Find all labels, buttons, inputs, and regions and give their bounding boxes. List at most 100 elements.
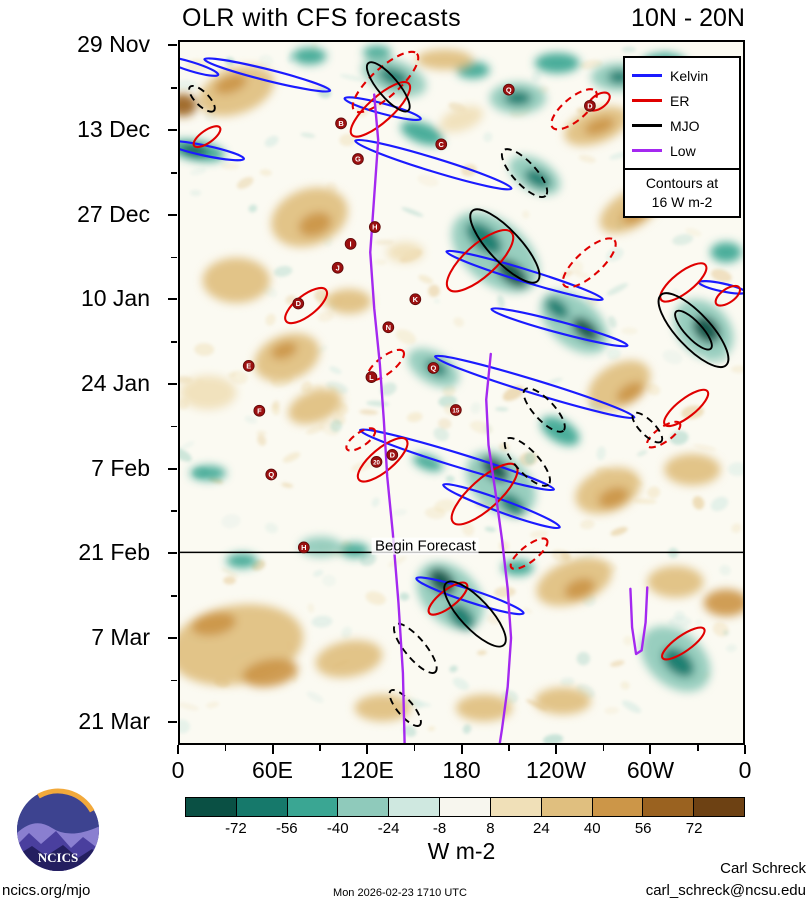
y-tick-major <box>168 721 177 724</box>
svg-text:G: G <box>355 155 361 164</box>
er-wave-contour <box>284 286 329 325</box>
y-tick-minor <box>171 425 177 428</box>
legend-box: Kelvin ER MJO Low <box>623 56 741 170</box>
colorbar-tick-label: 72 <box>685 820 703 837</box>
x-tick-minor <box>224 745 227 751</box>
svg-text:N: N <box>386 323 391 332</box>
y-axis-label: 29 Nov <box>77 30 150 57</box>
page-title: OLR with CFS forecasts <box>182 4 462 32</box>
y-axis-label: 7 Mar <box>91 623 150 650</box>
x-axis-label: 60E <box>252 757 293 783</box>
svg-text:D: D <box>296 299 302 308</box>
contour-note-line2: 16 W m-2 <box>651 194 713 210</box>
y-tick-minor <box>171 510 177 512</box>
colorbar-segment <box>388 798 440 816</box>
y-axis-label: 24 Jan <box>80 369 150 396</box>
x-tick-minor <box>697 745 699 751</box>
er-wave-contour <box>345 427 377 452</box>
low-line-sample <box>632 149 662 152</box>
y-axis-label: 7 Feb <box>91 454 150 481</box>
legend-entry-label: Kelvin <box>670 67 709 84</box>
y-axis-label: 21 Feb <box>78 539 150 566</box>
x-axis-label: 120E <box>340 757 394 783</box>
svg-text:Q: Q <box>431 364 437 373</box>
y-tick-major <box>168 298 177 301</box>
tropical-cyclone-symbol: K <box>409 293 422 306</box>
legend-entry-mjo: MJO <box>632 113 732 138</box>
tropical-cyclone-symbol: J <box>331 261 344 274</box>
mjo-wave-contour <box>469 208 541 284</box>
colorbar-segment <box>439 798 490 816</box>
y-axis-label: 10 Jan <box>80 285 150 312</box>
y-tick-major <box>168 43 177 46</box>
svg-text:L: L <box>369 373 374 382</box>
low-tracks <box>369 93 649 743</box>
kelvin-line-sample <box>632 74 662 77</box>
mjo-line-sample <box>632 124 662 127</box>
tropical-cyclone-symbol: Q <box>427 362 440 374</box>
er-wave-contour <box>659 262 708 303</box>
er-wave-contour <box>445 229 515 293</box>
legend-contour-note: Contours at 16 W m-2 <box>623 170 741 218</box>
svg-text:E: E <box>246 362 251 371</box>
x-tick-major <box>460 745 463 754</box>
mjo-wave-contour <box>388 689 422 727</box>
colorbar-segment <box>693 798 744 816</box>
low-track-line <box>369 93 406 743</box>
colorbar-tick-label: 24 <box>533 820 550 837</box>
svg-text:Q: Q <box>506 85 512 94</box>
kelvin-wave-contour <box>343 96 422 122</box>
er-wave-contour <box>349 81 412 138</box>
legend-entry-low: Low <box>632 138 732 163</box>
svg-text:K: K <box>413 295 419 304</box>
colorbar-tick-label: -24 <box>377 820 400 837</box>
y-tick-minor <box>171 256 177 259</box>
colorbar-segment <box>337 798 389 816</box>
mjo-wave-contour <box>188 84 216 113</box>
tropical-cyclone-symbol: N <box>382 321 395 334</box>
svg-text:B: B <box>338 119 344 128</box>
colorbar-tick-label: 56 <box>634 820 652 837</box>
tropical-cyclone-symbol: D <box>292 297 305 310</box>
tropical-cyclone-symbol: H <box>297 541 310 554</box>
legend-entry-label: Low <box>670 142 696 159</box>
colorbar-segment <box>286 798 338 816</box>
colorbar-segment <box>591 798 643 816</box>
kelvin-wave-contour <box>180 56 220 77</box>
svg-text:J: J <box>336 263 340 272</box>
y-axis-labels: 29 Nov 13 Dec 27 Dec 10 Jan 24 Jan 7 Feb 21 Fe… <box>0 31 158 745</box>
colorbar-tick-label: 8 <box>486 820 495 837</box>
x-tick-minor <box>508 745 510 751</box>
colorbar-segment <box>186 798 236 816</box>
ncics-logo: NCICS <box>16 788 100 872</box>
x-tick-minor <box>413 745 416 751</box>
legend-entry-label: MJO <box>670 117 700 134</box>
svg-text:Q: Q <box>268 470 274 479</box>
colorbar-tick-label: -40 <box>326 820 349 837</box>
tropical-cyclone-symbol: E <box>242 359 255 372</box>
tropical-cyclone-symbol: C <box>435 138 448 151</box>
x-axis-label: 180 <box>442 757 481 783</box>
low-track-line <box>629 586 649 656</box>
footer-author: Carl Schreck <box>720 860 806 877</box>
x-tick-major <box>365 745 368 754</box>
x-tick-minor <box>319 745 321 751</box>
footer-site-url: ncics.org/mjo <box>2 882 91 899</box>
y-tick-minor <box>171 341 177 343</box>
tropical-cyclone-symbol: D <box>584 99 596 112</box>
y-tick-major <box>168 552 177 555</box>
kelvin-wave-contour <box>354 138 513 191</box>
tropical-cyclone-symbol: H <box>368 221 381 233</box>
svg-text:I: I <box>350 240 352 249</box>
tropical-cyclone-symbol: 20 <box>370 456 383 468</box>
y-tick-major <box>168 129 177 132</box>
colorbar-tick-labels: -72 -56 -40 -24 -8 8 24 40 56 72 <box>185 820 745 838</box>
colorbar-unit-label: W m-2 <box>427 838 496 864</box>
x-tick-major <box>271 745 274 754</box>
colorbar-segment <box>489 798 541 816</box>
tropical-cyclone-symbol: 15 <box>449 404 462 416</box>
tropical-cyclone-symbol: L <box>365 371 378 383</box>
y-tick-major <box>168 213 177 216</box>
x-tick-major <box>744 745 746 754</box>
